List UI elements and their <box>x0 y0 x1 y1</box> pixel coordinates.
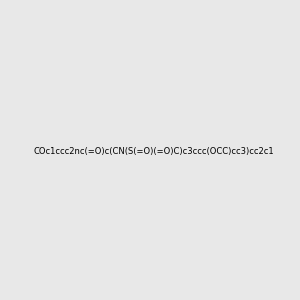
Text: COc1ccc2nc(=O)c(CN(S(=O)(=O)C)c3ccc(OCC)cc3)cc2c1: COc1ccc2nc(=O)c(CN(S(=O)(=O)C)c3ccc(OCC)… <box>33 147 274 156</box>
